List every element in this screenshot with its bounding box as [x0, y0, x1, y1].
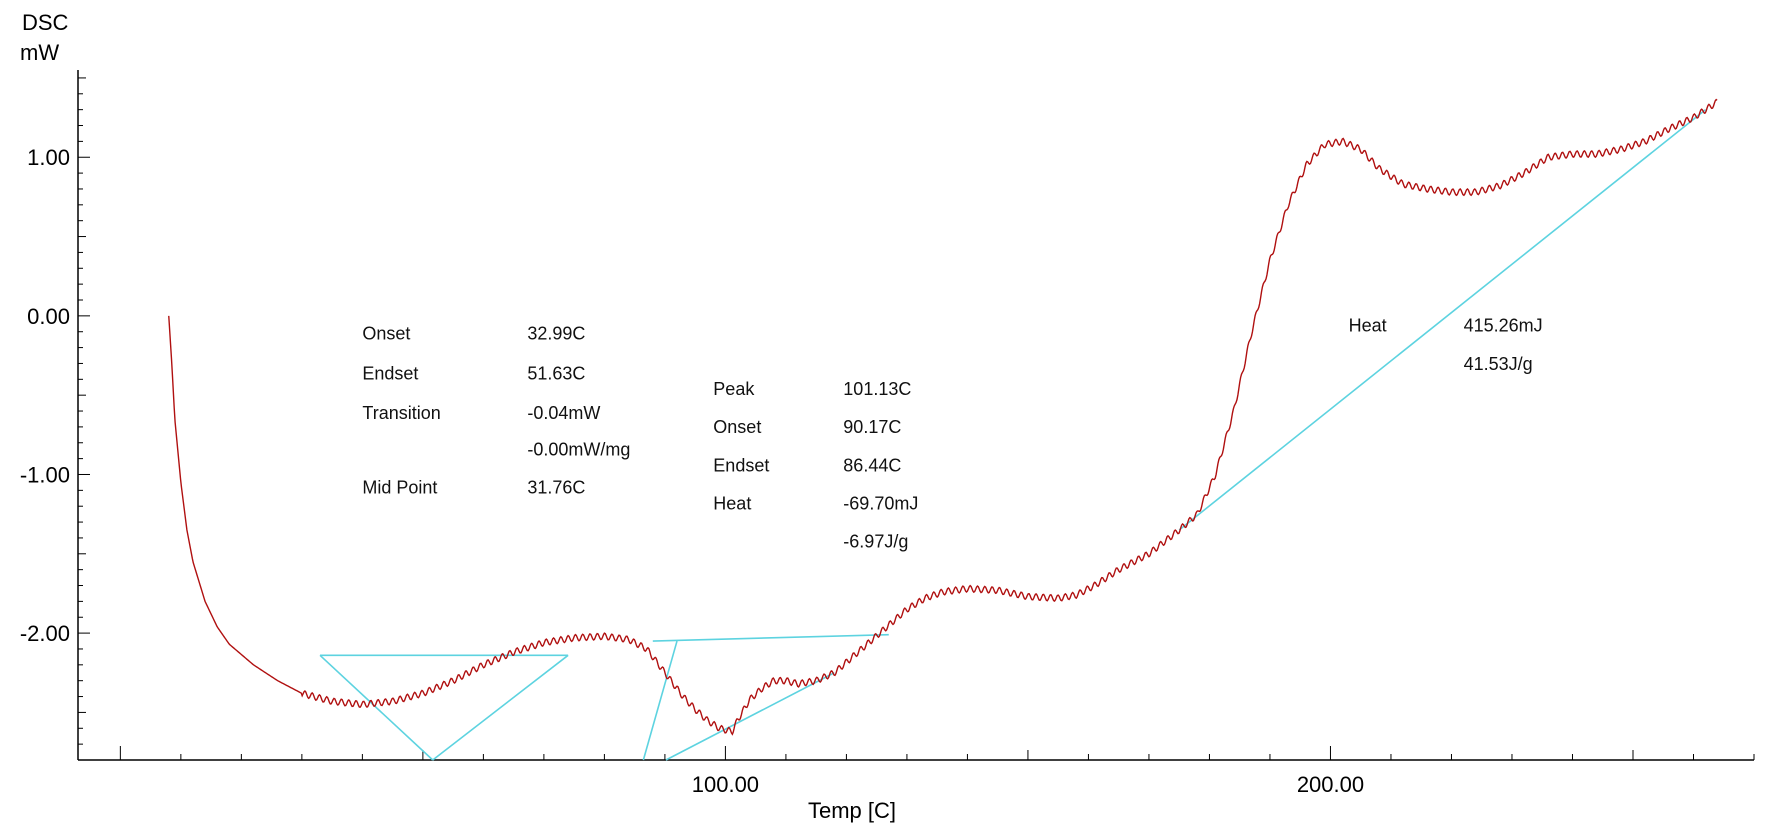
dsc-curve [168, 98, 1718, 736]
axes [77, 70, 1754, 761]
ticks: 1.00 0.00 -1.00 -2.00 100.00 200.00 [20, 77, 1755, 797]
baseline-line [652, 633, 889, 642]
baseline-line [642, 640, 678, 761]
y-tick-label: 1.00 [27, 145, 70, 170]
annotation-value: -0.00mW/mg [527, 439, 630, 459]
annotation-label: Endset [713, 455, 769, 475]
annotation-value: -69.70mJ [843, 493, 918, 513]
annotation-label: Heat [1349, 316, 1387, 336]
annotations: Onset 32.99C Endset 51.63C Transition -0.04mW… [362, 316, 1542, 552]
y-axis-label-line1: DSC [22, 10, 69, 35]
annotation-value: 90.17C [843, 417, 901, 437]
baseline-line [1178, 109, 1707, 531]
x-axis-label: Temp [C] [808, 798, 896, 823]
annotation-value: 51.63C [527, 363, 585, 383]
annotation-value: -0.04mW [527, 403, 600, 423]
annotation-label: Onset [362, 324, 410, 344]
dsc-curve-group [168, 98, 1718, 736]
x-tick-label: 200.00 [1297, 772, 1364, 797]
annotation-label: Transition [362, 403, 440, 423]
y-axis-label-line2: mW [20, 40, 59, 65]
y-tick-label: -1.00 [20, 462, 70, 487]
annotation-label: Endset [362, 363, 418, 383]
baseline-line [665, 672, 835, 761]
baseline-line [319, 654, 434, 761]
baseline-line [432, 654, 569, 761]
annotation-label: Peak [713, 379, 755, 399]
annotation-value: 101.13C [843, 379, 911, 399]
x-tick-label: 100.00 [692, 772, 759, 797]
annotation-value: -6.97J/g [843, 531, 908, 551]
annotation-value: 32.99C [527, 324, 585, 344]
y-tick-label: -2.00 [20, 621, 70, 646]
annotation-value: 31.76C [527, 478, 585, 498]
annotation-value: 41.53J/g [1464, 354, 1533, 374]
annotation-value: 415.26mJ [1464, 316, 1543, 336]
baselines [319, 109, 1707, 761]
annotation-label: Mid Point [362, 478, 437, 498]
annotation-label: Heat [713, 493, 751, 513]
annotation-label: Onset [713, 417, 761, 437]
y-tick-label: 0.00 [27, 304, 70, 329]
annotation-value: 86.44C [843, 455, 901, 475]
